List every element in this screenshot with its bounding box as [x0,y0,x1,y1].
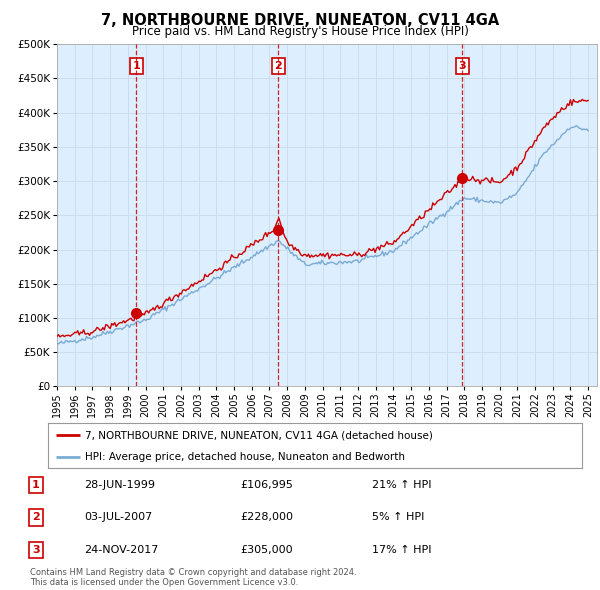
Text: Price paid vs. HM Land Registry's House Price Index (HPI): Price paid vs. HM Land Registry's House … [131,25,469,38]
Text: 7, NORTHBOURNE DRIVE, NUNEATON, CV11 4GA: 7, NORTHBOURNE DRIVE, NUNEATON, CV11 4GA [101,13,499,28]
Text: HPI: Average price, detached house, Nuneaton and Bedworth: HPI: Average price, detached house, Nune… [85,452,406,461]
Text: 28-JUN-1999: 28-JUN-1999 [84,480,155,490]
Text: 1: 1 [32,480,40,490]
Text: 2: 2 [274,61,282,71]
Text: 17% ↑ HPI: 17% ↑ HPI [372,545,431,555]
Text: £228,000: £228,000 [240,513,293,522]
Text: Contains HM Land Registry data © Crown copyright and database right 2024.
This d: Contains HM Land Registry data © Crown c… [30,568,356,587]
Text: £305,000: £305,000 [240,545,293,555]
Text: 3: 3 [32,545,40,555]
Text: 03-JUL-2007: 03-JUL-2007 [84,513,152,522]
Text: 5% ↑ HPI: 5% ↑ HPI [372,513,424,522]
Text: 7, NORTHBOURNE DRIVE, NUNEATON, CV11 4GA (detached house): 7, NORTHBOURNE DRIVE, NUNEATON, CV11 4GA… [85,430,433,440]
Text: 3: 3 [458,61,466,71]
Text: 2: 2 [32,513,40,522]
Text: £106,995: £106,995 [240,480,293,490]
Text: 21% ↑ HPI: 21% ↑ HPI [372,480,431,490]
Text: 1: 1 [133,61,140,71]
Text: 24-NOV-2017: 24-NOV-2017 [84,545,158,555]
